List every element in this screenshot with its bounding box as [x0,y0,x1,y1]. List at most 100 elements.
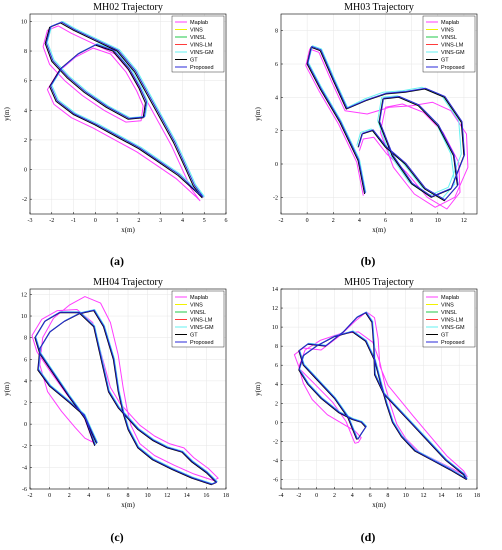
legend-item: Proposed [441,340,465,346]
x-tick-label: 8 [386,493,389,499]
chart-title: MH03 Trajectory [344,2,414,13]
y-tick-label: 8 [275,344,278,350]
y-tick-label: 2 [275,129,278,135]
series-line-maplab [293,311,468,478]
y-tick-label: 6 [275,363,278,369]
y-tick-label: 4 [24,108,27,114]
x-tick-label: 4 [358,218,361,224]
legend-item: VINSL [190,35,206,41]
legend-item: VINS-GM [441,50,465,56]
y-tick-label: -4 [22,465,27,471]
y-tick-label: -2 [22,197,27,203]
series-line-vins-gm [46,20,205,197]
x-tick-label: 14 [184,493,190,499]
legend-item: VINS-LM [190,43,213,49]
y-tick-label: 0 [24,168,27,174]
y-tick-label: 2 [24,138,27,144]
x-tick-label: 12 [461,218,467,224]
y-axis-label: y(m) [3,107,11,121]
x-tick-label: 14 [438,493,444,499]
x-tick-label: 0 [306,218,309,224]
x-tick-label: 18 [223,493,229,499]
plot-frame [29,13,227,215]
y-tick-label: -2 [273,195,278,201]
x-axis-label: x(m) [121,226,135,234]
x-tick-label: 6 [384,218,387,224]
chart-mh05: MH05 Trajectory -4 -2 0 2 4 6 8 10 12 14 16 18 -6 -4 -2… [254,277,480,509]
caption-b: (b) [360,254,376,268]
x-tick-label: -2 [49,218,54,224]
y-tick-label: 12 [272,306,278,312]
x-axis-label: x(m) [121,501,135,509]
y-tick-label: 8 [24,336,27,342]
legend-item: VINS-LM [441,43,464,49]
x-tick-label: 10 [403,493,409,499]
x-tick-label: -2 [296,493,301,499]
plot-frame [29,288,227,490]
x-tick-label: -4 [279,493,284,499]
y-axis-label: y(m) [3,382,11,396]
x-tick-label: 10 [145,493,151,499]
y-tick-label: -2 [273,439,278,445]
legend-item: Proposed [441,65,465,71]
y-tick-label: 4 [275,95,278,101]
y-tick-label: 10 [21,19,27,25]
y-axis-label: y(m) [254,107,262,121]
x-tick-label: 2 [137,218,140,224]
x-tick-label: 2 [332,218,335,224]
y-tick-label: 6 [275,62,278,68]
series-line-proposed [307,46,466,201]
legend-item: Maplab [441,295,459,301]
y-tick-label: -2 [22,444,27,450]
caption-a: (a) [110,254,124,268]
y-tick-label: 2 [24,401,27,407]
chart-title: MH04 Trajectory [93,277,163,288]
x-tick-label: 12 [164,493,170,499]
x-tick-label: 0 [48,493,51,499]
x-tick-label: 8 [410,218,413,224]
legend-item: VINSL [441,310,457,316]
x-tick-label: 10 [435,218,441,224]
y-tick-label: 10 [21,314,27,320]
legend-item: VINS-LM [190,318,213,324]
legend-item: VINS [441,28,454,34]
y-tick-label: 2 [275,401,278,407]
legend-item: Maplab [190,295,208,301]
legend-item: GT [441,58,449,64]
chart-title: MH05 Trajectory [344,277,414,288]
legend-item: Maplab [190,20,208,26]
series-line-maplab [31,296,219,481]
chart-mh02: MH02 Trajectory -3 -2 -1 0 1 2 3 4 5 6 -2 0 2 4 6 8 10 x(m… [3,2,228,234]
chart-mh04: MH04 Trajectory -2 0 2 4 6 8 10 12 14 16 18 -6 -4 -2 0 2… [3,277,229,509]
legend-item: GT [441,333,449,339]
y-tick-label: 8 [24,49,27,55]
x-tick-label: -2 [279,218,284,224]
legend-item: Proposed [190,65,214,71]
legend-item: Maplab [441,20,459,26]
y-tick-label: 12 [21,292,27,298]
series-line-proposed [34,309,218,485]
legend-item: VINS-LM [441,318,464,324]
y-tick-label: 4 [24,379,27,385]
y-tick-label: -4 [273,458,278,464]
x-tick-label: 6 [369,493,372,499]
legend-item: GT [190,333,198,339]
legend-item: VINS-GM [441,325,465,331]
x-tick-label: 6 [107,493,110,499]
series-line-proposed [45,21,204,198]
legend-item: VINS [441,303,454,309]
y-tick-label: 0 [275,420,278,426]
x-tick-label: 12 [421,493,427,499]
series-line-proposed [298,311,468,480]
y-tick-label: -6 [273,477,278,483]
plot-frame [280,13,478,215]
y-tick-label: 8 [275,29,278,35]
x-tick-label: 0 [315,493,318,499]
x-tick-label: -2 [28,493,33,499]
x-axis-label: x(m) [372,226,386,234]
series-line-gt [306,46,465,202]
x-tick-label: 16 [456,493,462,499]
legend-item: VINSL [441,35,457,41]
y-tick-label: -6 [22,487,27,493]
